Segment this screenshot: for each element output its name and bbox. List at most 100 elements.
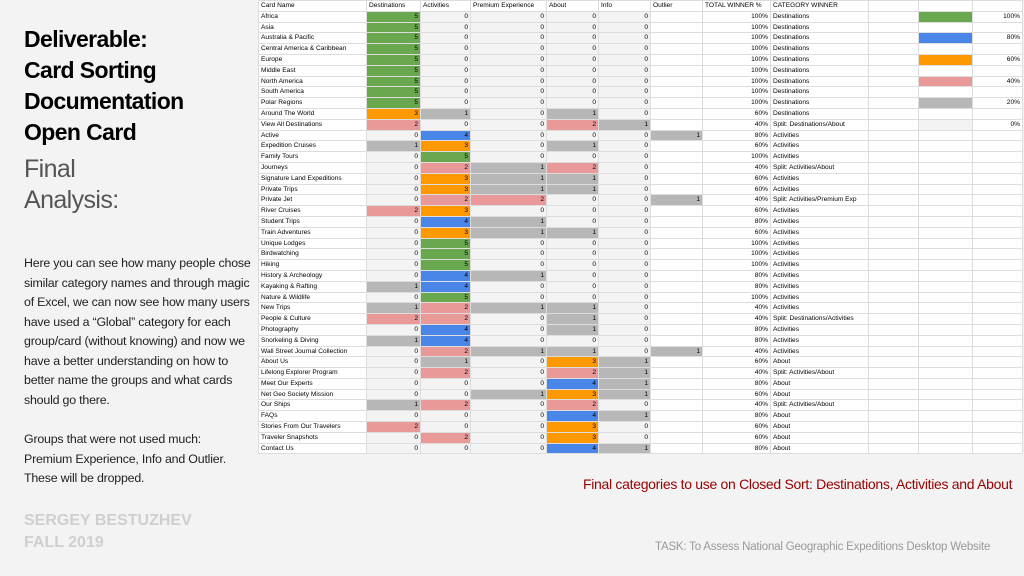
count-cell: 4 xyxy=(546,442,599,455)
count-cell: 0 xyxy=(470,107,547,120)
count-cell xyxy=(650,237,703,250)
count-cell: 5 xyxy=(366,64,421,77)
winner-category: Activities xyxy=(770,302,869,315)
legend-swatch xyxy=(918,32,973,45)
paragraph: Groups that were not used much: Premium … xyxy=(24,432,226,485)
count-cell: 0 xyxy=(470,431,547,444)
empty-cell xyxy=(918,323,973,336)
winner-category: Activities xyxy=(770,334,869,347)
count-cell: 0 xyxy=(366,323,421,336)
legend-label: 20% xyxy=(972,97,1023,109)
count-cell: 0 xyxy=(598,431,651,444)
card-name: River Cruises xyxy=(258,205,367,217)
count-cell: 0 xyxy=(470,32,547,45)
empty-cell xyxy=(972,302,1023,315)
count-cell: 0 xyxy=(546,75,599,88)
card-name: Student Trips xyxy=(258,215,367,228)
count-cell: 0 xyxy=(470,313,547,325)
row: People & Culture 2 2 0 1 0 40% Split: Destinati… xyxy=(258,313,1023,325)
count-cell xyxy=(650,334,703,347)
row: Middle East 5 0 0 0 0 100% Destinations xyxy=(258,64,1023,77)
header-cell: Activities xyxy=(420,0,471,12)
winner-category: About xyxy=(770,377,869,390)
count-cell xyxy=(650,442,703,455)
count-cell: 1 xyxy=(598,377,651,390)
count-cell xyxy=(650,377,703,390)
count-cell: 0 xyxy=(598,237,651,250)
empty-cell xyxy=(972,172,1023,185)
count-cell: 0 xyxy=(598,323,651,336)
count-cell: 5 xyxy=(420,237,471,250)
count-cell: 2 xyxy=(420,399,471,412)
winner-category: Activities xyxy=(770,248,869,261)
count-cell: 0 xyxy=(470,43,547,55)
row: Expedition Cruises 1 3 0 1 0 60% Activities xyxy=(258,140,1023,153)
row: Unique Lodges 0 5 0 0 0 100% Activities xyxy=(258,237,1023,250)
count-cell: 0 xyxy=(366,291,421,304)
count-cell: 5 xyxy=(420,259,471,271)
empty-cell xyxy=(972,367,1023,379)
empty-cell xyxy=(918,431,973,444)
count-cell: 0 xyxy=(366,237,421,250)
count-cell xyxy=(650,226,703,239)
row: Our Ships 1 2 0 2 0 40% Split: Activities/About xyxy=(258,399,1023,412)
card-name: Private Trips xyxy=(258,183,367,196)
empty-cell xyxy=(918,161,973,174)
empty-cell xyxy=(972,161,1023,174)
count-cell: 0 xyxy=(420,75,471,88)
card-name: Asia xyxy=(258,21,367,34)
count-cell: 0 xyxy=(470,356,547,369)
row: Photography 0 4 0 1 0 80% Activities xyxy=(258,323,1023,336)
count-cell: 0 xyxy=(598,194,651,207)
card-name: Traveler Snapshots xyxy=(258,431,367,444)
count-cell: 1 xyxy=(598,367,651,379)
card-name: Hiking xyxy=(258,259,367,271)
count-cell: 5 xyxy=(366,43,421,55)
empty-cell xyxy=(868,161,919,174)
count-cell: 5 xyxy=(420,291,471,304)
empty-cell xyxy=(868,75,919,88)
count-cell: 0 xyxy=(420,442,471,455)
count-cell xyxy=(650,183,703,196)
count-cell: 0 xyxy=(546,194,599,207)
winner-category: Activities xyxy=(770,269,869,282)
winner-pct: 40% xyxy=(702,118,771,131)
winner-pct: 100% xyxy=(702,75,771,88)
row: Australia & Pacific 5 0 0 0 0 100% Destinations… xyxy=(258,32,1023,45)
count-cell: 0 xyxy=(420,21,471,34)
count-cell xyxy=(650,107,703,120)
row: Africa 5 0 0 0 0 100% Destinations 100% xyxy=(258,10,1023,23)
winner-pct: 80% xyxy=(702,377,771,390)
empty-cell xyxy=(972,291,1023,304)
card-name: Family Tours xyxy=(258,151,367,163)
empty-cell xyxy=(918,280,973,293)
count-cell: 0 xyxy=(546,10,599,23)
winner-pct: 100% xyxy=(702,86,771,99)
card-name: Unique Lodges xyxy=(258,237,367,250)
empty-cell xyxy=(918,269,973,282)
count-cell: 0 xyxy=(470,291,547,304)
count-cell: 1 xyxy=(470,388,547,401)
winner-pct: 100% xyxy=(702,151,771,163)
empty-cell xyxy=(868,97,919,109)
count-cell: 0 xyxy=(366,194,421,207)
count-cell xyxy=(650,269,703,282)
count-cell xyxy=(650,280,703,293)
count-cell: 0 xyxy=(598,64,651,77)
header-cell: Premium Experience xyxy=(470,0,547,12)
count-cell: 0 xyxy=(470,75,547,88)
count-cell: 0 xyxy=(366,367,421,379)
count-cell: 0 xyxy=(470,64,547,77)
empty-cell xyxy=(868,140,919,153)
count-cell: 1 xyxy=(470,345,547,358)
winner-pct: 100% xyxy=(702,259,771,271)
row: Private Trips 0 3 1 1 0 60% Activities xyxy=(258,183,1023,196)
count-cell: 1 xyxy=(546,107,599,120)
empty-cell xyxy=(918,410,973,423)
count-cell xyxy=(650,367,703,379)
row: Train Adventures 0 3 1 1 0 60% Activities xyxy=(258,226,1023,239)
legend-swatch xyxy=(918,97,973,109)
count-cell: 2 xyxy=(546,161,599,174)
count-cell: 3 xyxy=(546,356,599,369)
row: Contact Us 0 0 0 4 1 80% About xyxy=(258,442,1023,455)
